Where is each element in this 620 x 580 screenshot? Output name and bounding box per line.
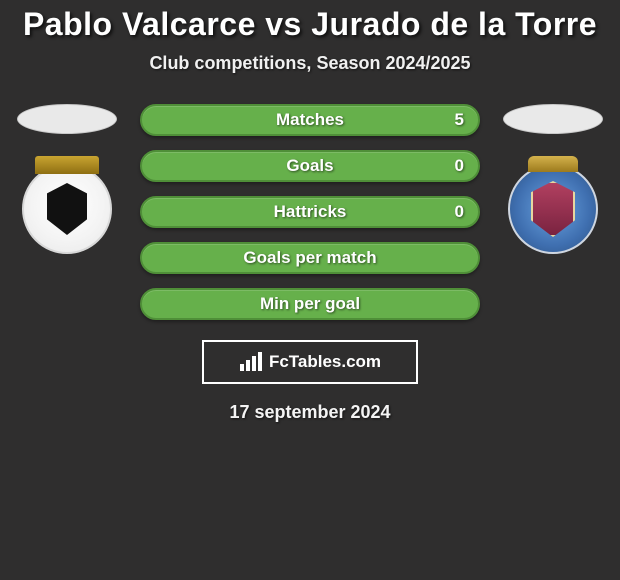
stat-label: Min per goal bbox=[260, 294, 360, 314]
comparison-row: Matches 5 Goals 0 Hattricks 0 Goals per … bbox=[0, 104, 620, 320]
left-player-col bbox=[12, 104, 122, 254]
stat-label: Goals per match bbox=[243, 248, 376, 268]
stat-label: Matches bbox=[276, 110, 344, 130]
stats-bars: Matches 5 Goals 0 Hattricks 0 Goals per … bbox=[140, 104, 480, 320]
page-title: Pablo Valcarce vs Jurado de la Torre bbox=[0, 6, 620, 43]
stat-bar-matches: Matches 5 bbox=[140, 104, 480, 136]
stat-label: Goals bbox=[286, 156, 333, 176]
stat-value: 0 bbox=[455, 156, 464, 176]
right-player-col bbox=[498, 104, 608, 254]
left-club-crest bbox=[22, 164, 112, 254]
stat-bar-goals: Goals 0 bbox=[140, 150, 480, 182]
date-text: 17 september 2024 bbox=[0, 402, 620, 423]
stat-value: 0 bbox=[455, 202, 464, 222]
stat-bar-min-per-goal: Min per goal bbox=[140, 288, 480, 320]
left-player-oval bbox=[17, 104, 117, 134]
brand-text: FcTables.com bbox=[269, 352, 381, 372]
stat-bar-goals-per-match: Goals per match bbox=[140, 242, 480, 274]
subtitle: Club competitions, Season 2024/2025 bbox=[0, 53, 620, 74]
stat-value: 5 bbox=[455, 110, 464, 130]
bar-chart-icon bbox=[239, 352, 263, 372]
right-club-crest bbox=[508, 164, 598, 254]
brand-box: FcTables.com bbox=[202, 340, 418, 384]
stat-label: Hattricks bbox=[274, 202, 347, 222]
stat-bar-hattricks: Hattricks 0 bbox=[140, 196, 480, 228]
right-player-oval bbox=[503, 104, 603, 134]
